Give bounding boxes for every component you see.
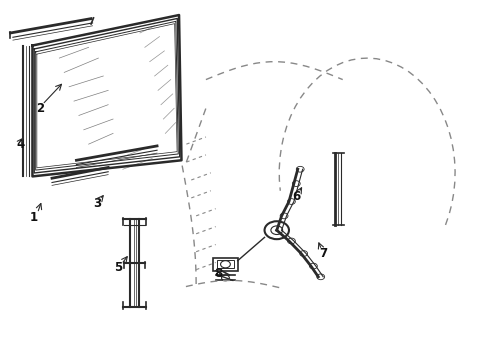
Text: 5: 5 (114, 261, 122, 274)
Bar (217, 260, 234, 268)
Text: 7: 7 (319, 247, 327, 260)
Text: 8: 8 (214, 267, 222, 280)
Text: 6: 6 (292, 190, 300, 203)
Text: 4: 4 (16, 138, 24, 150)
Text: 3: 3 (94, 197, 101, 210)
Text: 2: 2 (36, 102, 44, 115)
Text: 1: 1 (30, 211, 38, 224)
